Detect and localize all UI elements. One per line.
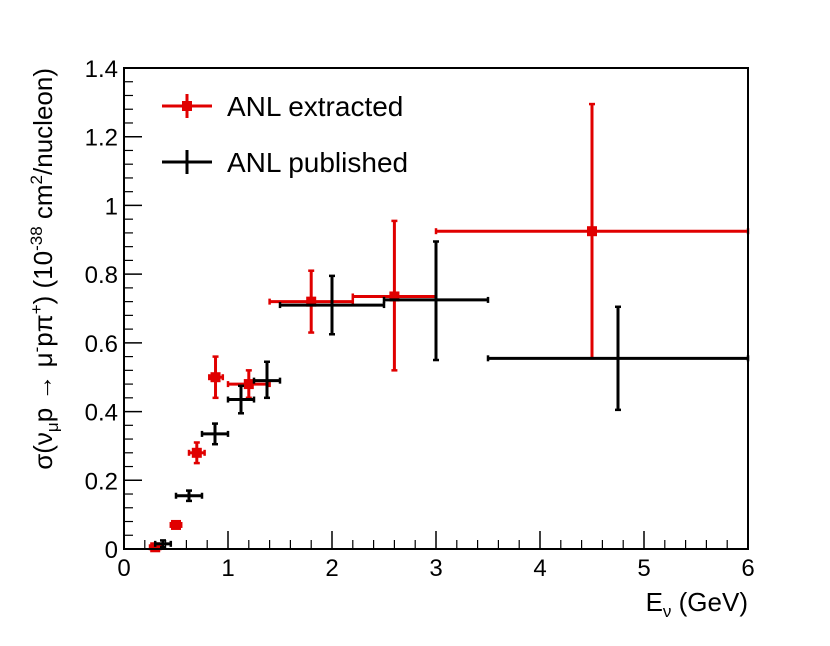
data-point (226, 384, 256, 415)
y-tick-label: 0 (105, 537, 118, 564)
legend: ANL extracted ANL published (162, 91, 408, 178)
data-point (187, 441, 206, 465)
series-published (153, 240, 750, 549)
y-tick-label: 0.6 (85, 331, 118, 358)
axes-layer: 0 1 2 3 4 5 6 0 0.2 0.4 0.6 0.8 1 1.2 1.4 (85, 56, 755, 582)
square-marker (306, 296, 317, 307)
legend-entry-extracted: ANL extracted (162, 91, 403, 122)
legend-marker-extracted-square (182, 101, 192, 111)
square-marker (389, 291, 400, 302)
y-axis-title: σ(νμp → μ-pπ+) (10-38 cm2/nucleon) (27, 68, 62, 470)
series-extracted (148, 102, 750, 553)
y-tick-label: 1 (105, 193, 118, 220)
data-point (268, 269, 355, 334)
square-marker (150, 542, 161, 553)
square-marker (191, 447, 202, 458)
x-tick-label: 5 (637, 555, 650, 582)
x-axis-title: Eν (GeV) (646, 587, 748, 621)
x-tick-label: 3 (429, 555, 442, 582)
data-point (382, 240, 490, 362)
square-marker (171, 519, 181, 530)
x-tick-label: 4 (533, 555, 546, 582)
x-tick-label: 2 (325, 555, 338, 582)
data-point (434, 102, 750, 360)
square-marker (587, 226, 597, 237)
y-tick-label: 0.8 (85, 262, 118, 289)
data-point (486, 305, 750, 412)
x-tick-label: 0 (117, 555, 130, 582)
data-point (226, 369, 271, 400)
legend-entry-published: ANL published (162, 147, 408, 178)
square-marker (243, 379, 254, 390)
square-marker (210, 372, 221, 383)
data-point (208, 355, 225, 400)
legend-label-published: ANL published (227, 147, 408, 178)
y-tick-label: 1.4 (85, 56, 118, 83)
y-tick-label: 0.4 (85, 400, 118, 427)
data-point (200, 422, 230, 446)
series-layer (148, 102, 750, 553)
x-tick-label: 1 (221, 555, 234, 582)
data-point (169, 519, 183, 530)
data-point (252, 360, 282, 400)
data-point (278, 274, 386, 336)
data-point (174, 489, 204, 503)
y-tick-label: 1.2 (85, 125, 118, 152)
y-tick-label: 0.2 (85, 468, 118, 495)
legend-label-extracted: ANL extracted (227, 91, 403, 122)
x-tick-label: 6 (741, 555, 754, 582)
data-point (351, 219, 438, 372)
